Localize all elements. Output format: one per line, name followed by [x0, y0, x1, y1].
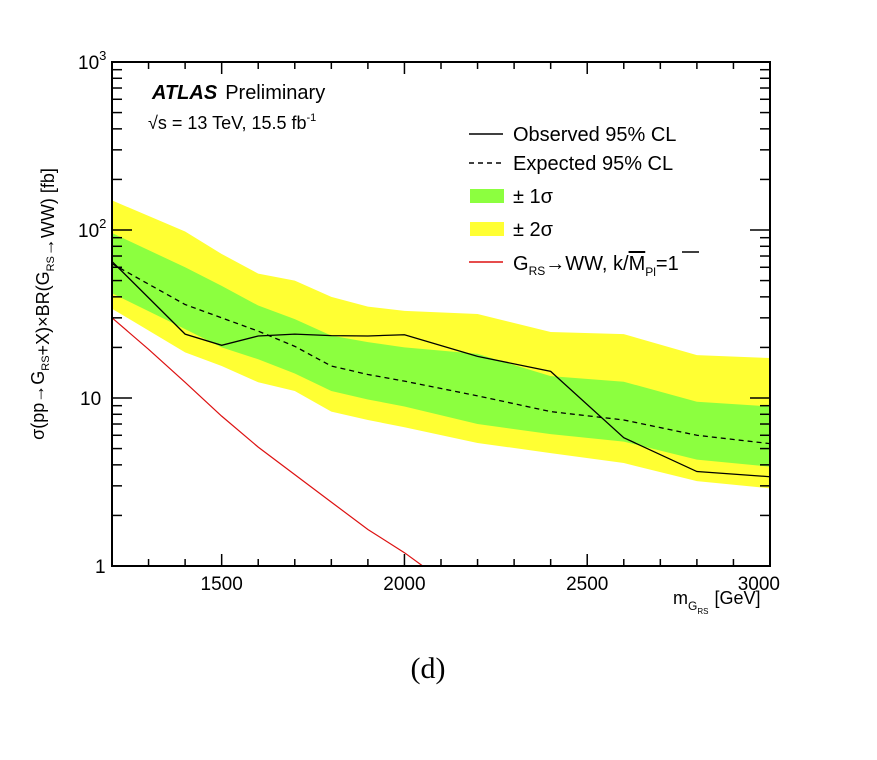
legend-expected-label: Expected 95% CL — [513, 153, 673, 175]
limit-lines — [111, 260, 771, 567]
legend-theory-m: M — [629, 253, 646, 275]
y-tick-label: 103 — [78, 48, 106, 74]
energy-lumi-exp: -1 — [307, 112, 317, 124]
figure-caption: (d) — [411, 652, 446, 685]
uncertainty-bands — [112, 200, 770, 489]
legend-2sigma-swatch — [470, 222, 504, 236]
legend-1sigma-swatch — [470, 189, 504, 203]
y-tick-label-base: 1 — [95, 557, 106, 578]
y-tick-label-base: 10 — [80, 389, 101, 410]
y-tick-label-exp: 2 — [99, 216, 106, 231]
y-axis-label-text: +X)×BR(G — [33, 271, 53, 355]
y-tick-label: 1 — [95, 557, 106, 578]
energy-lumi-text: √s = 13 TeV, 15.5 fb — [148, 113, 307, 133]
legend-2sigma-label: ± 2σ — [513, 219, 554, 241]
x-axis-label-subsub: RS — [697, 607, 708, 616]
y-tick-label-exp: 3 — [99, 48, 106, 63]
legend-theory-g-sub: RS — [529, 264, 546, 278]
x-tick-label: 3000 — [738, 574, 780, 595]
legend: Observed 95% CL Expected 95% CL ± 1σ ± 2… — [469, 124, 699, 279]
atlas-experiment: ATLAS — [151, 82, 218, 104]
y-tick-label: 102 — [78, 216, 106, 242]
axis-ticks — [111, 61, 771, 567]
x-axis-label-sub: G — [688, 599, 697, 613]
expected-limit-line — [111, 263, 771, 445]
x-axis-label: mGRS [GeV] — [673, 588, 761, 616]
y-axis-label: σ(pp→GRS+X)×BR(GRS→WW) [fb] — [28, 168, 58, 440]
y-axis-label-sub: RS — [45, 256, 57, 271]
legend-observed-label: Observed 95% CL — [513, 124, 676, 146]
y-axis-label-text: σ(pp→G — [28, 371, 48, 440]
legend-1sigma-label: ± 1σ — [513, 186, 554, 208]
legend-theory-g: G — [513, 253, 529, 275]
y-axis-label-sub: RS — [40, 355, 52, 370]
atlas-label: ATLAS Preliminary — [151, 82, 325, 104]
x-axis-label-unit: [GeV] — [714, 588, 760, 608]
energy-lumi-label: √s = 13 TeV, 15.5 fb-1 — [148, 112, 316, 133]
y-axis-label-text: →WW) [fb] — [38, 168, 58, 256]
atlas-status: Preliminary — [225, 82, 325, 104]
legend-theory-m-sub: Pl — [645, 265, 656, 279]
x-tick-label: 2500 — [566, 574, 608, 595]
observed-limit-line — [111, 260, 771, 478]
legend-theory-label: GRS→WW, k/MPl=1 — [513, 253, 679, 279]
band-1sigma — [112, 232, 770, 467]
theory-curve-line — [111, 317, 424, 567]
x-axis-label-main: m — [673, 588, 688, 608]
legend-theory-mid: →WW, k/ — [545, 253, 629, 275]
x-tick-label: 1500 — [201, 574, 243, 595]
legend-theory-end: =1 — [656, 253, 679, 275]
y-tick-label-base: 10 — [78, 221, 99, 242]
x-tick-label: 2000 — [383, 574, 425, 595]
y-tick-label-base: 10 — [78, 53, 99, 74]
y-tick-label: 10 — [80, 389, 101, 410]
